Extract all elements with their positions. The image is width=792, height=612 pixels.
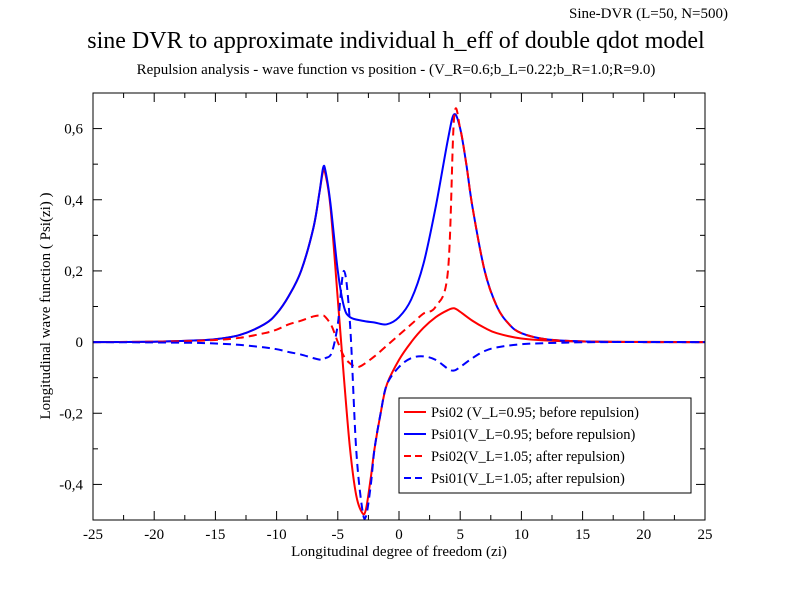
- series-line-3: [93, 107, 705, 369]
- series-line-2: [93, 113, 705, 344]
- y-tick-label: -0,2: [59, 406, 83, 422]
- legend-label-2: Psi01(V_L=0.95; before repulsion): [431, 427, 635, 443]
- x-tick-label: 15: [575, 527, 590, 543]
- x-tick-label: -25: [83, 527, 103, 543]
- y-axis-title: Longitudinal wave function ( Psi(zi) ): [38, 192, 54, 419]
- x-tick-label: -15: [205, 527, 225, 543]
- y-tick-label: 0,2: [64, 264, 83, 280]
- plot-frame: [92, 92, 706, 521]
- series-lines: [93, 107, 705, 520]
- x-tick-label: -5: [332, 527, 345, 543]
- x-tick-label: -10: [267, 527, 287, 543]
- legend-label-1: Psi02 (V_L=0.95; before repulsion): [431, 405, 639, 421]
- series-line-4: [93, 269, 705, 520]
- x-tick-label: 10: [514, 527, 529, 543]
- x-tick-label: -20: [144, 527, 164, 543]
- x-tick-label: 0: [395, 527, 403, 543]
- chart-title: sine DVR to approximate individual h_eff…: [87, 28, 705, 54]
- corner-note: Sine-DVR (L=50, N=500): [569, 6, 728, 22]
- x-tick-label: 20: [636, 527, 651, 543]
- y-tick-labels: -0,4 -0,2 0 0,2 0,4 0,6: [59, 122, 83, 494]
- x-tick-labels: -25 -20 -15 -10 -5 0 5 10 15 20 25: [83, 527, 713, 543]
- legend-box: [398, 397, 692, 494]
- y-tick-label: 0,6: [64, 122, 83, 138]
- y-tick-label: -0,4: [59, 477, 83, 493]
- x-tick-label: 5: [456, 527, 464, 543]
- legend-label-3: Psi02(V_L=1.05; after repulsion): [431, 449, 625, 465]
- x-tick-label: 25: [698, 527, 713, 543]
- y-tick-label: 0: [76, 335, 84, 351]
- y-tick-label: 0,4: [64, 193, 83, 209]
- legend-label-4: Psi01(V_L=1.05; after repulsion): [431, 471, 625, 487]
- legend: Psi02 (V_L=0.95; before repulsion) Psi01(…: [398, 397, 692, 494]
- x-axis-title: Longitudinal degree of freedom (zi): [291, 544, 507, 560]
- chart-subtitle: Repulsion analysis - wave function vs po…: [136, 62, 656, 78]
